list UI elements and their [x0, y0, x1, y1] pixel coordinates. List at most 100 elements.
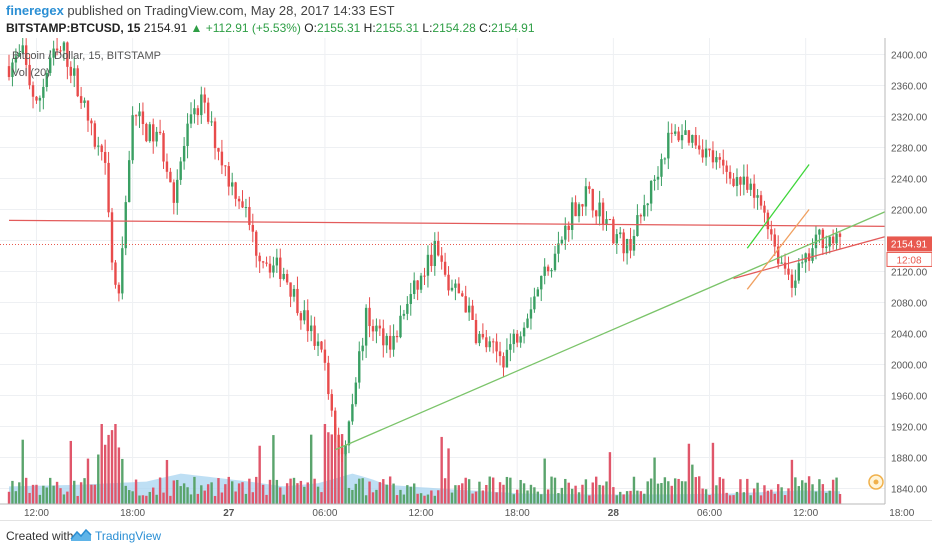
publisher-name[interactable]: fineregex: [6, 3, 64, 18]
candle-body: [495, 341, 498, 352]
volume-bar: [296, 483, 299, 504]
candle-body: [90, 120, 93, 124]
candle-body: [234, 182, 237, 199]
candle-body: [231, 182, 234, 187]
volume-ma-area: [9, 473, 840, 504]
candle-body: [241, 201, 244, 208]
candle-body: [282, 273, 285, 279]
volume-bar: [110, 430, 114, 504]
time-tick-label: 18:00: [120, 508, 145, 519]
time-axis[interactable]: 12:00 18:00 27 06:00 12:00 18:00 28 06:00 12:00 1…: [24, 508, 915, 519]
candle-body: [7, 66, 11, 77]
price-chart[interactable]: 2400.00 2360.00 2320.00 2280.00 2240.00 2200.…: [0, 35, 932, 520]
volume-bar: [334, 424, 337, 504]
price-tick-label: 2080.00: [891, 299, 928, 310]
candle-body: [763, 205, 766, 213]
candle-body: [588, 186, 591, 190]
candle-body: [526, 318, 529, 328]
candle-body: [121, 248, 124, 294]
volume-bar: [14, 491, 18, 504]
candle-body: [419, 275, 423, 290]
tradingview-brand[interactable]: TradingView: [95, 529, 162, 543]
volume-bar: [687, 443, 691, 504]
candle-body: [694, 134, 697, 146]
candle-body: [83, 100, 86, 103]
candle-body: [715, 157, 718, 163]
candle-body: [502, 356, 505, 368]
volume-bar: [447, 448, 450, 504]
candle-body: [677, 131, 680, 141]
candle-body: [165, 161, 169, 172]
price-axis[interactable]: 2400.00 2360.00 2320.00 2280.00 2240.00 2200.…: [891, 51, 928, 496]
candle-body: [728, 171, 732, 179]
candle-body: [670, 132, 673, 134]
volume-bar: [474, 491, 478, 504]
volume-bar: [622, 494, 625, 504]
volume-bar: [505, 476, 509, 504]
candle-body: [687, 130, 691, 143]
volume-bar: [807, 476, 811, 504]
candle-body: [303, 310, 306, 321]
candle-body: [35, 96, 38, 101]
volume-bar: [210, 482, 213, 504]
volume-bar: [491, 477, 495, 504]
candle-body: [426, 254, 430, 276]
volume-bar: [354, 483, 358, 504]
candle-body: [217, 148, 220, 152]
tradingview-logo-icon[interactable]: [70, 527, 92, 543]
volume-bar: [646, 481, 649, 504]
volume-bar: [241, 482, 244, 504]
candle-body: [334, 410, 337, 435]
candle-body: [708, 148, 711, 151]
candle-body: [564, 225, 567, 240]
candle-body: [275, 257, 279, 266]
candle-body: [292, 288, 296, 297]
volume-bar: [213, 495, 217, 504]
candle-body: [605, 219, 608, 225]
volume-bar: [708, 495, 711, 504]
candle-body: [107, 162, 110, 213]
volume-bar: [100, 424, 103, 504]
volume-bar: [670, 485, 673, 504]
volume-bar: [715, 485, 718, 504]
candle-body: [237, 198, 241, 202]
volume-bar: [52, 485, 55, 504]
volume-bar: [797, 486, 800, 504]
volume-bar: [392, 483, 395, 504]
volume-bar: [639, 491, 643, 504]
candle-body: [464, 296, 467, 313]
candle-body: [776, 246, 780, 264]
volume-bar: [821, 484, 825, 504]
volume-legend[interactable]: Vol (20): [12, 67, 50, 79]
settings-gear[interactable]: [868, 474, 884, 490]
volume-bar: [636, 490, 639, 504]
volume-bar: [546, 489, 550, 504]
series-legend[interactable]: Bitcoin / Dollar, 15, BITSTAMP: [12, 50, 161, 62]
candle-body: [577, 204, 581, 217]
candle-body: [172, 182, 176, 203]
volume-bar: [680, 481, 684, 504]
volume-bar: [224, 484, 227, 504]
volume-bar: [722, 478, 725, 504]
symbol-name[interactable]: BITSTAMP:BTCUSD, 15: [6, 21, 141, 35]
candle-body: [79, 96, 83, 103]
candle-body: [663, 158, 667, 160]
candle-body: [481, 334, 485, 338]
candle-body: [625, 238, 629, 254]
candle-body: [18, 52, 21, 57]
volume-bar: [203, 490, 206, 504]
price-tick-label: 1880.00: [891, 454, 928, 465]
candle-body: [831, 236, 835, 244]
candle-body: [272, 265, 275, 273]
volume-bar: [430, 490, 433, 504]
volume-bar: [303, 486, 306, 504]
volume-bar: [327, 432, 330, 504]
current-price-tag: 2154.91 12:08: [886, 236, 932, 267]
volume-bar: [591, 482, 594, 504]
volume-bar: [79, 482, 83, 504]
volume-bar: [340, 434, 344, 504]
volume-bar: [673, 478, 677, 504]
candle-body: [794, 280, 797, 288]
chart-area[interactable]: 2400.00 2360.00 2320.00 2280.00 2240.00 2200.…: [0, 35, 932, 520]
volume-bar: [766, 490, 770, 504]
